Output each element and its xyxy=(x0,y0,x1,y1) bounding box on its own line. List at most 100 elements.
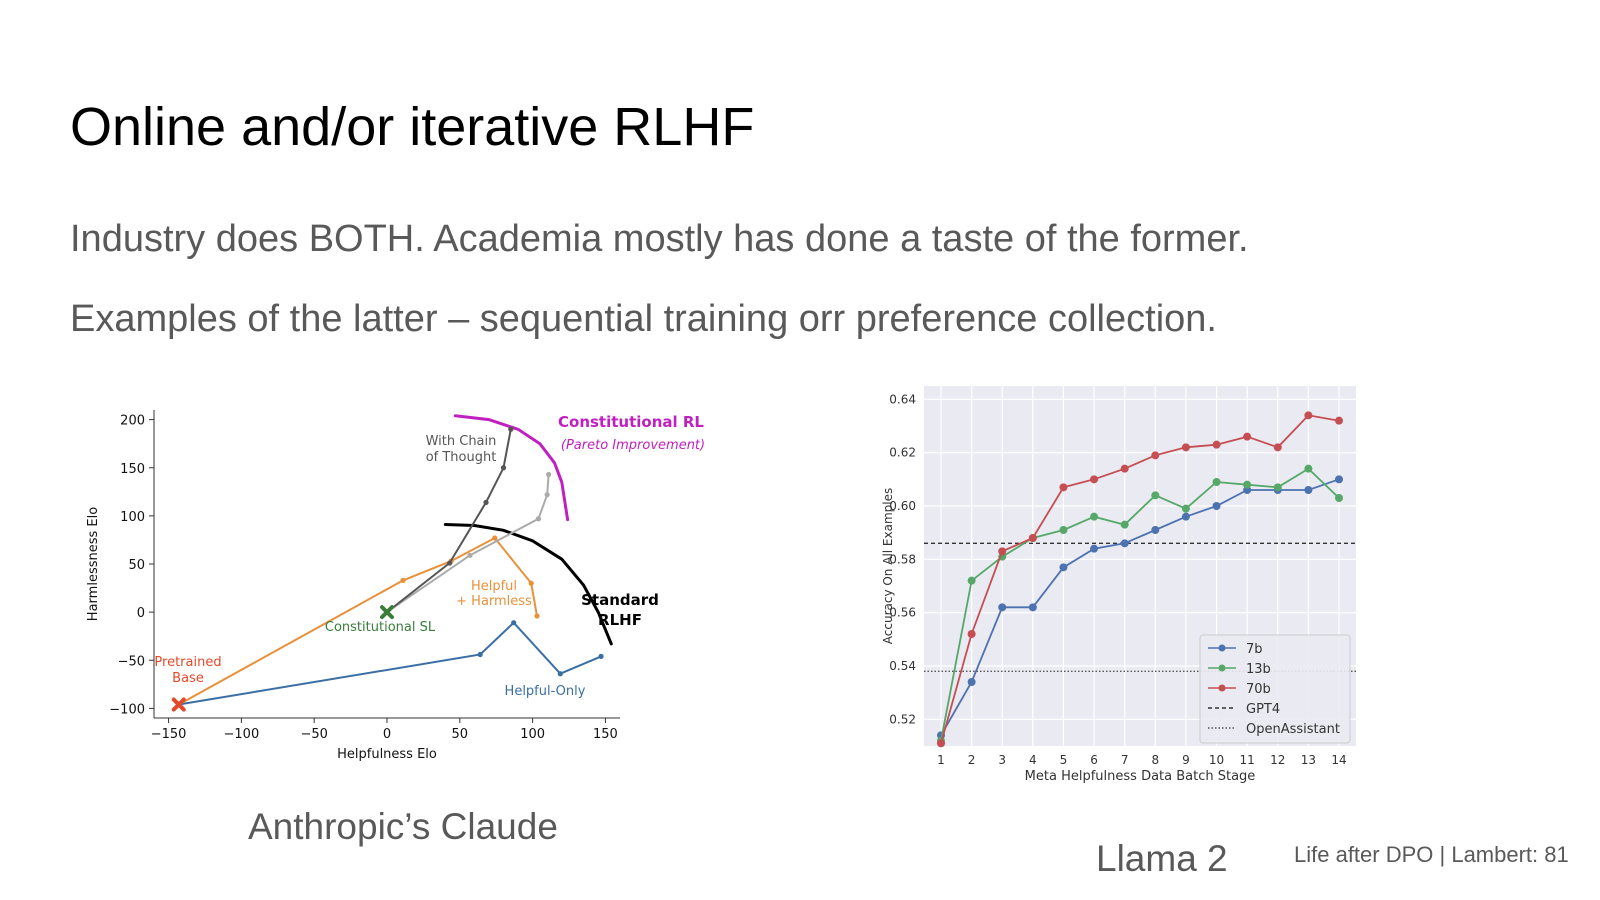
x-tick-label: 0 xyxy=(383,727,391,742)
helpful-harmless-label-1: Helpful xyxy=(471,579,517,594)
series-point-7b xyxy=(1120,539,1129,548)
y-tick-label: 0 xyxy=(137,606,145,621)
legend-label-openassistant: OpenAssistant xyxy=(1246,722,1340,737)
series-point-70b xyxy=(1243,432,1252,441)
x-tick-label: 5 xyxy=(1060,753,1068,767)
x-tick-label: 150 xyxy=(593,727,618,742)
series-line-2 xyxy=(386,474,550,613)
helpful-harmless-label-2: + Harmless xyxy=(456,594,532,609)
claude-pareto-chart: −150 −100 −50 0 50 100 150 −100 −50 0 50 100 150 200 H… xyxy=(86,410,705,762)
chain-of-thought-label-2: of Thought xyxy=(426,450,497,465)
y-tick-label: 0.58 xyxy=(889,552,916,566)
y-tick-label: −100 xyxy=(109,702,145,717)
chain-of-thought-label-1: With Chain xyxy=(426,434,497,449)
pretrained-label-2: Base xyxy=(172,671,204,686)
x-tick-label: 4 xyxy=(1029,753,1037,767)
series-point-13b xyxy=(1273,483,1282,492)
series-point-7b xyxy=(1151,526,1160,534)
x-tick-label: 9 xyxy=(1182,753,1190,767)
legend-label-13b: 13b xyxy=(1246,662,1271,677)
series-point-0 xyxy=(557,671,563,677)
y-tick-label: 150 xyxy=(120,462,145,477)
series-point-3 xyxy=(447,560,453,566)
caption-llama: Llama 2 xyxy=(1096,838,1228,879)
series-point-13b xyxy=(1243,480,1252,489)
y-tick-label: 0.52 xyxy=(889,712,916,726)
series-point-70b xyxy=(1151,451,1160,460)
x-axis-label: Helpfulness Elo xyxy=(337,747,437,762)
bullet-industry: Industry does BOTH. Academia mostly has … xyxy=(70,218,1249,260)
series-point-13b xyxy=(1212,478,1221,486)
series-point-7b xyxy=(1304,486,1313,494)
series-point-2 xyxy=(467,552,473,558)
legend-box xyxy=(1199,634,1351,744)
y-tick-label: 50 xyxy=(128,558,145,573)
y-tick-label: 0.62 xyxy=(889,446,916,460)
legend-label-70b: 70b xyxy=(1246,682,1271,697)
y-tick-label: 0.60 xyxy=(889,499,916,513)
y-tick-label: 0.54 xyxy=(889,659,916,673)
x-tick-label: −50 xyxy=(300,727,327,742)
x-tick-label: 14 xyxy=(1331,753,1346,767)
x-tick-label: 2 xyxy=(968,753,976,767)
caption-claude: Anthropic’s Claude xyxy=(248,806,558,847)
series-line-70b xyxy=(940,414,1340,744)
series-point-3 xyxy=(500,465,507,471)
series-point-70b xyxy=(1212,440,1221,449)
series-point-13b xyxy=(1151,491,1160,500)
x-tick-label: 11 xyxy=(1240,753,1255,767)
series-point-70b xyxy=(998,547,1007,556)
bullet-examples: Examples of the latter – sequential trai… xyxy=(70,298,1217,340)
series-point-70b xyxy=(1304,411,1313,420)
y-tick-label: 0.64 xyxy=(889,392,916,406)
x-tick-label: −150 xyxy=(151,727,187,742)
series-point-13b xyxy=(1304,464,1313,473)
legend-label-7b: 7b xyxy=(1246,642,1263,657)
x-tick-label: 100 xyxy=(520,727,545,742)
y-tick-label: 100 xyxy=(120,510,145,525)
x-tick-label: 3 xyxy=(998,753,1006,767)
series-point-3 xyxy=(483,499,489,505)
series-point-0 xyxy=(598,653,604,659)
standard-rlhf-label-1: Standard xyxy=(581,591,659,609)
series-point-7b xyxy=(1090,544,1099,553)
series-point-13b xyxy=(1059,526,1068,534)
x-tick-label: 12 xyxy=(1270,753,1285,767)
series-point-13b xyxy=(1181,504,1190,513)
series-point-7b xyxy=(967,678,976,686)
series-point-70b xyxy=(1120,464,1129,473)
series-point-2 xyxy=(535,516,542,522)
series-point-3 xyxy=(508,426,514,432)
helpful-only-label: Helpful-Only xyxy=(505,684,586,699)
x-tick-label: 1 xyxy=(937,753,945,767)
pretrained-base-marker xyxy=(171,697,186,712)
constitutional-sl-marker xyxy=(380,605,394,620)
constitutional-rl-label: Constitutional RL xyxy=(558,413,704,431)
series-point-7b xyxy=(1212,502,1221,510)
series-point-70b xyxy=(1090,475,1099,484)
y-tick-label: 0.56 xyxy=(889,606,916,620)
llama2-accuracy-chart: 0.520.540.560.580.600.620.641 2 3 4 5 6 7 8 9 10 1… xyxy=(881,386,1356,784)
series-point-2 xyxy=(546,471,552,478)
series-line-13b xyxy=(940,467,1340,741)
series-point-1 xyxy=(492,535,498,541)
x-axis-label: Meta Helpfulness Data Batch Stage xyxy=(1025,769,1256,784)
standard-rlhf-label-2: RLHF xyxy=(598,611,642,629)
series-point-13b xyxy=(967,576,976,585)
x-tick-label: 50 xyxy=(452,727,469,742)
x-tick-label: 13 xyxy=(1301,753,1316,767)
series-point-7b xyxy=(1028,603,1037,612)
frontier-standard xyxy=(443,523,613,646)
legend-marker-13b xyxy=(1218,664,1226,672)
y-axis-label: Harmlessness Elo xyxy=(86,507,101,621)
series-point-70b xyxy=(1181,443,1190,452)
constitutional-sl-label: Constitutional SL xyxy=(325,620,436,635)
y-axis-label: Accuracy On All Examples xyxy=(881,488,895,644)
series-line-7b xyxy=(940,478,1340,736)
slide-footer: Life after DPO | Lambert: 81 xyxy=(1294,842,1569,867)
series-point-13b xyxy=(1090,512,1099,521)
pretrained-label-1: Pretrained xyxy=(154,655,221,670)
series-point-70b xyxy=(967,630,976,638)
x-tick-label: 8 xyxy=(1151,753,1159,767)
series-point-7b xyxy=(1181,512,1190,521)
